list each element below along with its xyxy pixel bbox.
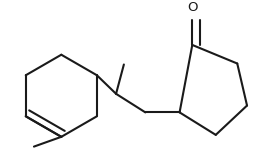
Text: O: O [187,1,198,14]
